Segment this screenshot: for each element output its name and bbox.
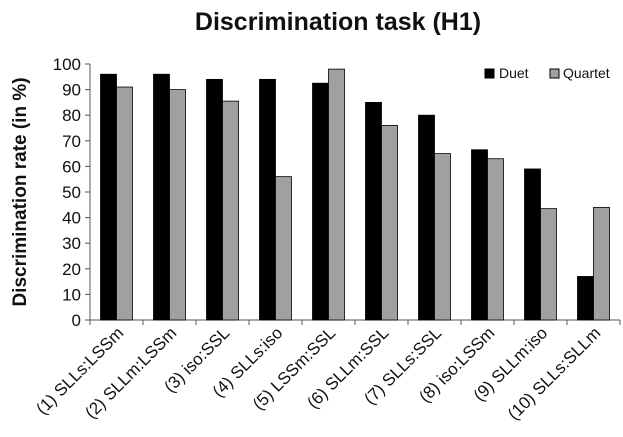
y-tick-label: 40 [62,209,81,228]
chart-title: Discrimination task (H1) [195,8,481,36]
bar-quartet-10 [593,206,610,321]
bar-duet-1 [100,73,117,321]
legend-swatch-duet [484,68,495,79]
x-ticks: (1) SLLs:LSSm(2) SLLm:LSSm(3) iso:SSL(4)… [32,320,621,424]
y-tick-label: 70 [62,132,81,151]
y-tick-label: 30 [62,234,81,253]
y-tick-label: 0 [72,311,81,330]
bar-quartet-1 [116,86,133,321]
bar-duet-5 [312,82,329,321]
x-tick-label: (10) SLLs:SLLm [504,323,604,423]
x-tick-label: (1) SLLs:LSSm [32,323,127,418]
bar-duet-9 [524,168,541,321]
bar-duet-6 [365,102,382,321]
y-tick-label: 20 [62,260,81,279]
bar-duet-3 [206,78,223,321]
y-tick-label: 60 [62,157,81,176]
bar-quartet-9 [540,208,557,321]
bar-duet-10 [577,276,594,321]
y-tick-label: 100 [53,55,81,74]
bars [100,68,610,321]
bar-quartet-4 [275,176,292,321]
legend-label-duet: Duet [499,65,529,81]
bar-duet-4 [259,78,276,321]
legend-swatch-quartet [549,68,560,79]
bar-quartet-7 [434,153,451,321]
bar-quartet-8 [487,158,504,321]
bar-duet-8 [471,149,488,321]
y-axis-label: Discrimination rate (in %) [10,77,31,306]
legend-label-quartet: Quartet [563,65,610,81]
bar-quartet-5 [328,68,345,321]
y-tick-label: 90 [62,81,81,100]
y-tick-label: 50 [62,183,81,202]
legend: Duet Quartet [484,65,610,81]
y-tick-label: 80 [62,106,81,125]
bar-quartet-6 [381,125,398,321]
bar-quartet-2 [169,89,186,321]
x-tick-label: (2) SLLm:LSSm [81,323,180,422]
y-tick-label: 10 [62,285,81,304]
bar-duet-2 [153,73,170,321]
bar-quartet-3 [222,100,239,321]
bar-duet-7 [418,114,435,321]
y-ticks: 0 10 20 30 40 50 60 70 80 90 100 [53,55,90,330]
